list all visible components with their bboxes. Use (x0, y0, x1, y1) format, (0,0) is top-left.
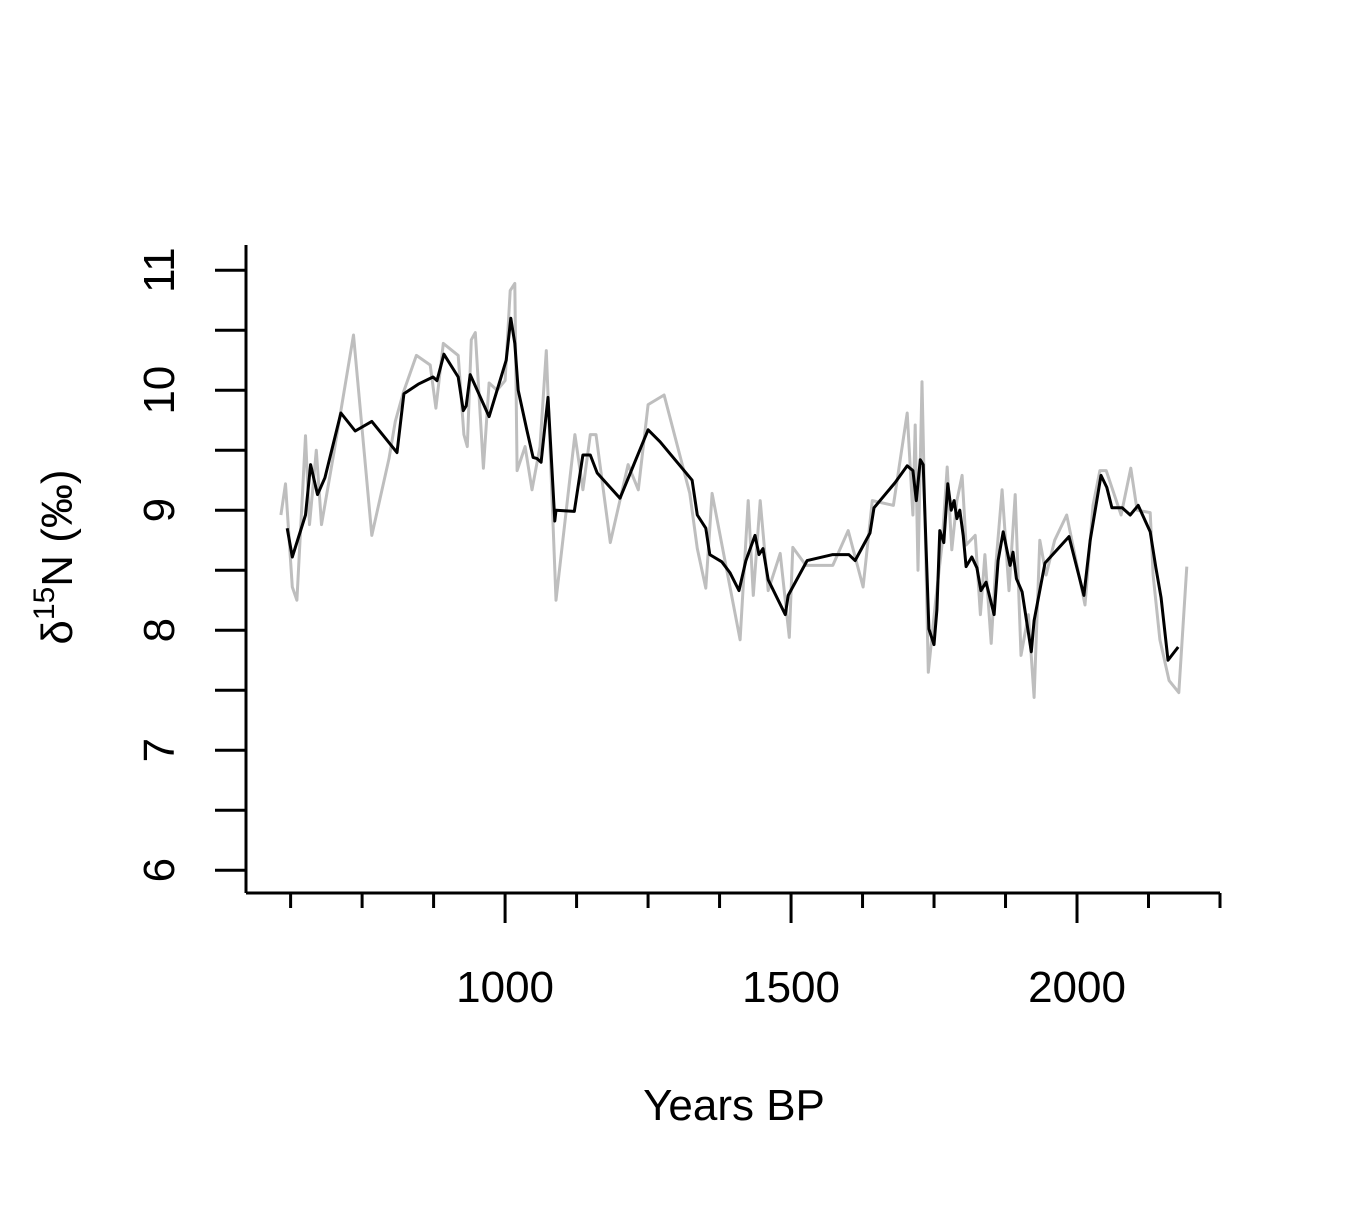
y-tick-label: 11 (135, 247, 184, 293)
y-label-superscript: 15 (28, 587, 61, 620)
y-tick-label: 9 (135, 498, 184, 522)
x-axis-label: Years BP (643, 1081, 825, 1130)
y-axis-label: δ15N (‰) (28, 469, 82, 644)
x-tick-label: 2000 (1028, 963, 1126, 1012)
x-tick-label: 1500 (742, 963, 840, 1012)
y-tick-label: 6 (135, 858, 184, 882)
y-tick-label: 7 (135, 738, 184, 762)
y-tick-label: 8 (135, 618, 184, 642)
x-tick-label: 1000 (456, 963, 554, 1012)
y-tick-label: 10 (135, 366, 184, 415)
data-line (285, 316, 1180, 662)
data-line (279, 281, 1189, 699)
y-label-symbol: δ (33, 620, 82, 645)
y-label-main: N (‰) (33, 469, 82, 586)
